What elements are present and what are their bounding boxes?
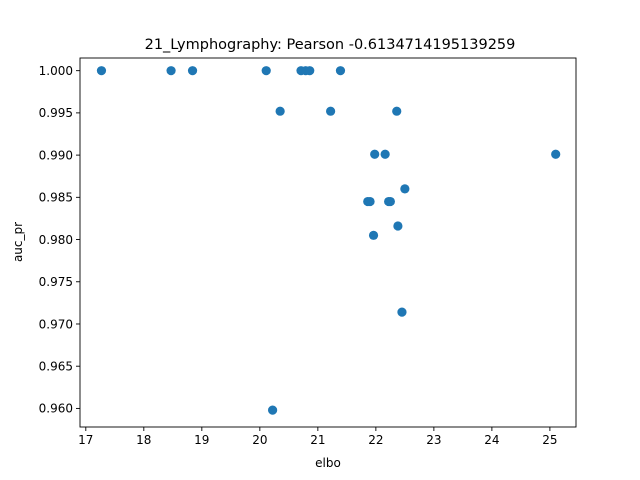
- y-axis-label: auc_pr: [11, 222, 25, 262]
- x-tick-label: 17: [78, 433, 93, 447]
- x-tick-label: 19: [194, 433, 209, 447]
- scatter-point: [400, 184, 410, 194]
- y-tick-label: 0.975: [39, 275, 73, 289]
- y-tick-label: 0.965: [39, 360, 73, 374]
- scatter-point: [187, 66, 198, 76]
- scatter-point: [368, 230, 379, 240]
- y-tick-label: 0.990: [39, 148, 73, 162]
- y-tick-label: 0.985: [39, 191, 73, 205]
- y-tick-label: 0.995: [39, 106, 73, 120]
- x-tick-label: 18: [136, 433, 151, 447]
- x-tick-label: 22: [368, 433, 383, 447]
- scatter-point: [393, 221, 403, 231]
- axis-ticks: 17 18 19 20 21 22 23 24 25 0.960 0.965 0.970 0.975 0.…: [39, 64, 558, 447]
- scatter-point: [166, 66, 176, 76]
- x-tick-label: 25: [542, 433, 557, 447]
- scatter-point: [335, 66, 346, 76]
- scatter-point: [261, 66, 271, 76]
- scatter-point: [305, 66, 315, 76]
- x-tick-label: 24: [484, 433, 499, 447]
- scatter-point: [397, 307, 407, 317]
- scatter-point: [385, 196, 395, 207]
- plot-area-frame: [79, 57, 577, 428]
- x-tick-label: 20: [252, 433, 267, 447]
- scatter-point: [267, 405, 278, 415]
- y-tick-label: 0.970: [39, 317, 73, 331]
- data-points: [96, 66, 561, 415]
- x-axis-label: elbo: [315, 456, 341, 470]
- scatter-point: [370, 149, 380, 159]
- scatter-point: [365, 196, 375, 207]
- scatter-point: [275, 106, 285, 116]
- scatter-point: [380, 149, 390, 159]
- y-tick-label: 0.980: [39, 233, 73, 247]
- x-tick-label: 21: [310, 433, 325, 447]
- scatter-point: [551, 149, 561, 159]
- y-tick-label: 1.000: [39, 64, 73, 78]
- chart-title: 21_Lymphography: Pearson -0.613471419513…: [145, 37, 516, 53]
- scatter-point: [96, 66, 107, 76]
- x-tick-label: 23: [426, 433, 441, 447]
- scatter-point: [326, 106, 336, 116]
- scatter-point: [392, 106, 402, 116]
- y-tick-label: 0.960: [39, 402, 73, 416]
